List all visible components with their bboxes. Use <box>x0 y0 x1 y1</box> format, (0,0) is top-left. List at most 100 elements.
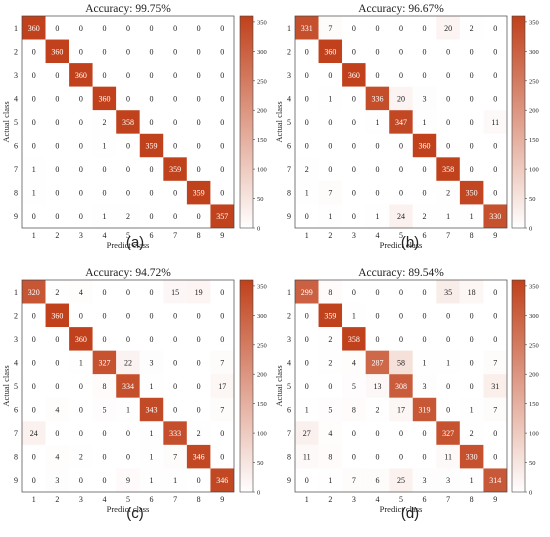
cell-value-label: 0 <box>102 47 106 56</box>
heatmap-cell <box>116 16 140 40</box>
y-tick-label: 8 <box>287 189 291 198</box>
heatmap-cell <box>163 16 187 40</box>
cell-value-label: 0 <box>399 311 403 320</box>
y-tick-label: 4 <box>14 94 18 103</box>
y-axis-label: Actual class <box>274 101 284 142</box>
cell-value-label: 0 <box>126 94 130 103</box>
heatmap-cell <box>116 63 140 87</box>
cell-value-label: 0 <box>493 311 497 320</box>
heatmap-cell <box>342 180 366 205</box>
y-tick-label: 7 <box>14 429 18 438</box>
cell-value-label: 320 <box>28 288 40 297</box>
cell-value-label: 360 <box>324 47 336 56</box>
y-tick-label: 8 <box>287 453 291 462</box>
x-axis-label: Predict class <box>107 504 150 514</box>
heatmap-cell <box>459 133 484 158</box>
heatmap-cell <box>22 133 46 158</box>
cell-value-label: 0 <box>375 47 379 56</box>
cell-value-label: 0 <box>173 118 177 127</box>
heatmap-cell <box>139 16 164 40</box>
x-tick-label: 6 <box>150 231 154 240</box>
cell-value-label: 314 <box>489 476 501 485</box>
heatmap-cell <box>459 180 484 205</box>
heatmap-cell <box>389 157 413 181</box>
x-tick-label: 9 <box>493 231 497 240</box>
cell-value-label: 0 <box>102 288 106 297</box>
cell-value-label: 0 <box>423 47 427 56</box>
heatmap-cell <box>210 63 234 87</box>
y-tick-label: 2 <box>14 311 18 320</box>
heatmap-cell <box>412 39 437 64</box>
colorbar-tick-label: 200 <box>257 372 267 379</box>
cell-value-label: 0 <box>79 189 83 198</box>
colorbar-tick-label: 250 <box>529 342 539 349</box>
heatmap-cell <box>210 397 234 422</box>
heatmap-cell <box>389 180 413 205</box>
heatmap-cell <box>45 86 70 111</box>
cell-value-label: 0 <box>220 47 224 56</box>
cell-value-label: 358 <box>442 165 454 174</box>
heatmap-cell <box>483 444 507 469</box>
x-axis-label: Predict class <box>107 240 150 250</box>
cell-value-label: 0 <box>150 24 154 33</box>
heatmap-cell <box>318 444 343 469</box>
cell-value-label: 8 <box>328 453 332 462</box>
heatmap-cell <box>365 421 390 445</box>
heatmap-cell <box>210 157 234 181</box>
cell-value-label: 0 <box>197 118 201 127</box>
heatmap-cell <box>45 397 70 422</box>
heatmap-cell <box>459 204 484 228</box>
cell-value-label: 327 <box>98 358 110 367</box>
heatmap-cell <box>69 63 93 87</box>
heatmap-cell <box>139 444 164 469</box>
cell-value-label: 0 <box>352 212 356 221</box>
cell-value-label: 1 <box>305 406 309 415</box>
heatmap-cell <box>163 303 187 328</box>
heatmap-cell <box>186 397 211 422</box>
cell-value-label: 0 <box>470 47 474 56</box>
cell-value-label: 0 <box>173 212 177 221</box>
cell-value-label: 1 <box>102 142 106 151</box>
cell-value-label: 2 <box>102 118 106 127</box>
heatmap-cell <box>186 180 211 205</box>
x-tick-label: 8 <box>197 231 201 240</box>
cell-value-label: 308 <box>395 382 407 391</box>
cell-value-label: 0 <box>197 94 201 103</box>
heatmap-cell <box>186 327 211 351</box>
cell-value-label: 0 <box>375 189 379 198</box>
heatmap-cell <box>389 303 413 328</box>
colorbar-tick-label: 0 <box>257 226 260 233</box>
heatmap-cell <box>318 86 343 111</box>
heatmap-cell <box>92 303 117 328</box>
cell-value-label: 2 <box>470 429 474 438</box>
heatmap-cell <box>139 327 164 351</box>
chart-title: Accuracy: 94.72% <box>85 267 171 279</box>
heatmap-cell <box>459 39 484 64</box>
heatmap-cell <box>116 133 140 158</box>
heatmap-cell <box>163 350 187 375</box>
heatmap-cell <box>45 303 70 328</box>
heatmap-cell <box>389 397 413 422</box>
heatmap-cell <box>22 374 46 398</box>
heatmap-cell <box>116 110 140 134</box>
heatmap-cell <box>69 327 93 351</box>
heatmap-cell <box>186 421 211 445</box>
heatmap-cell <box>459 468 484 492</box>
cell-value-label: 333 <box>169 429 181 438</box>
heatmap-cell <box>163 468 187 492</box>
cell-value-label: 7 <box>220 358 224 367</box>
cell-value-label: 1 <box>470 476 474 485</box>
cell-value-label: 1 <box>150 476 154 485</box>
cell-value-label: 25 <box>397 476 405 485</box>
cell-value-label: 0 <box>197 476 201 485</box>
x-tick-label: 7 <box>446 495 450 504</box>
cell-value-label: 7 <box>328 189 332 198</box>
cell-value-label: 0 <box>328 142 332 151</box>
heatmap-cell <box>459 350 484 375</box>
y-tick-label: 8 <box>14 453 18 462</box>
cell-value-label: 357 <box>216 212 228 221</box>
cell-value-label: 0 <box>102 453 106 462</box>
heatmap-cell <box>483 157 507 181</box>
heatmap-cell <box>459 63 484 87</box>
cell-value-label: 20 <box>397 94 405 103</box>
